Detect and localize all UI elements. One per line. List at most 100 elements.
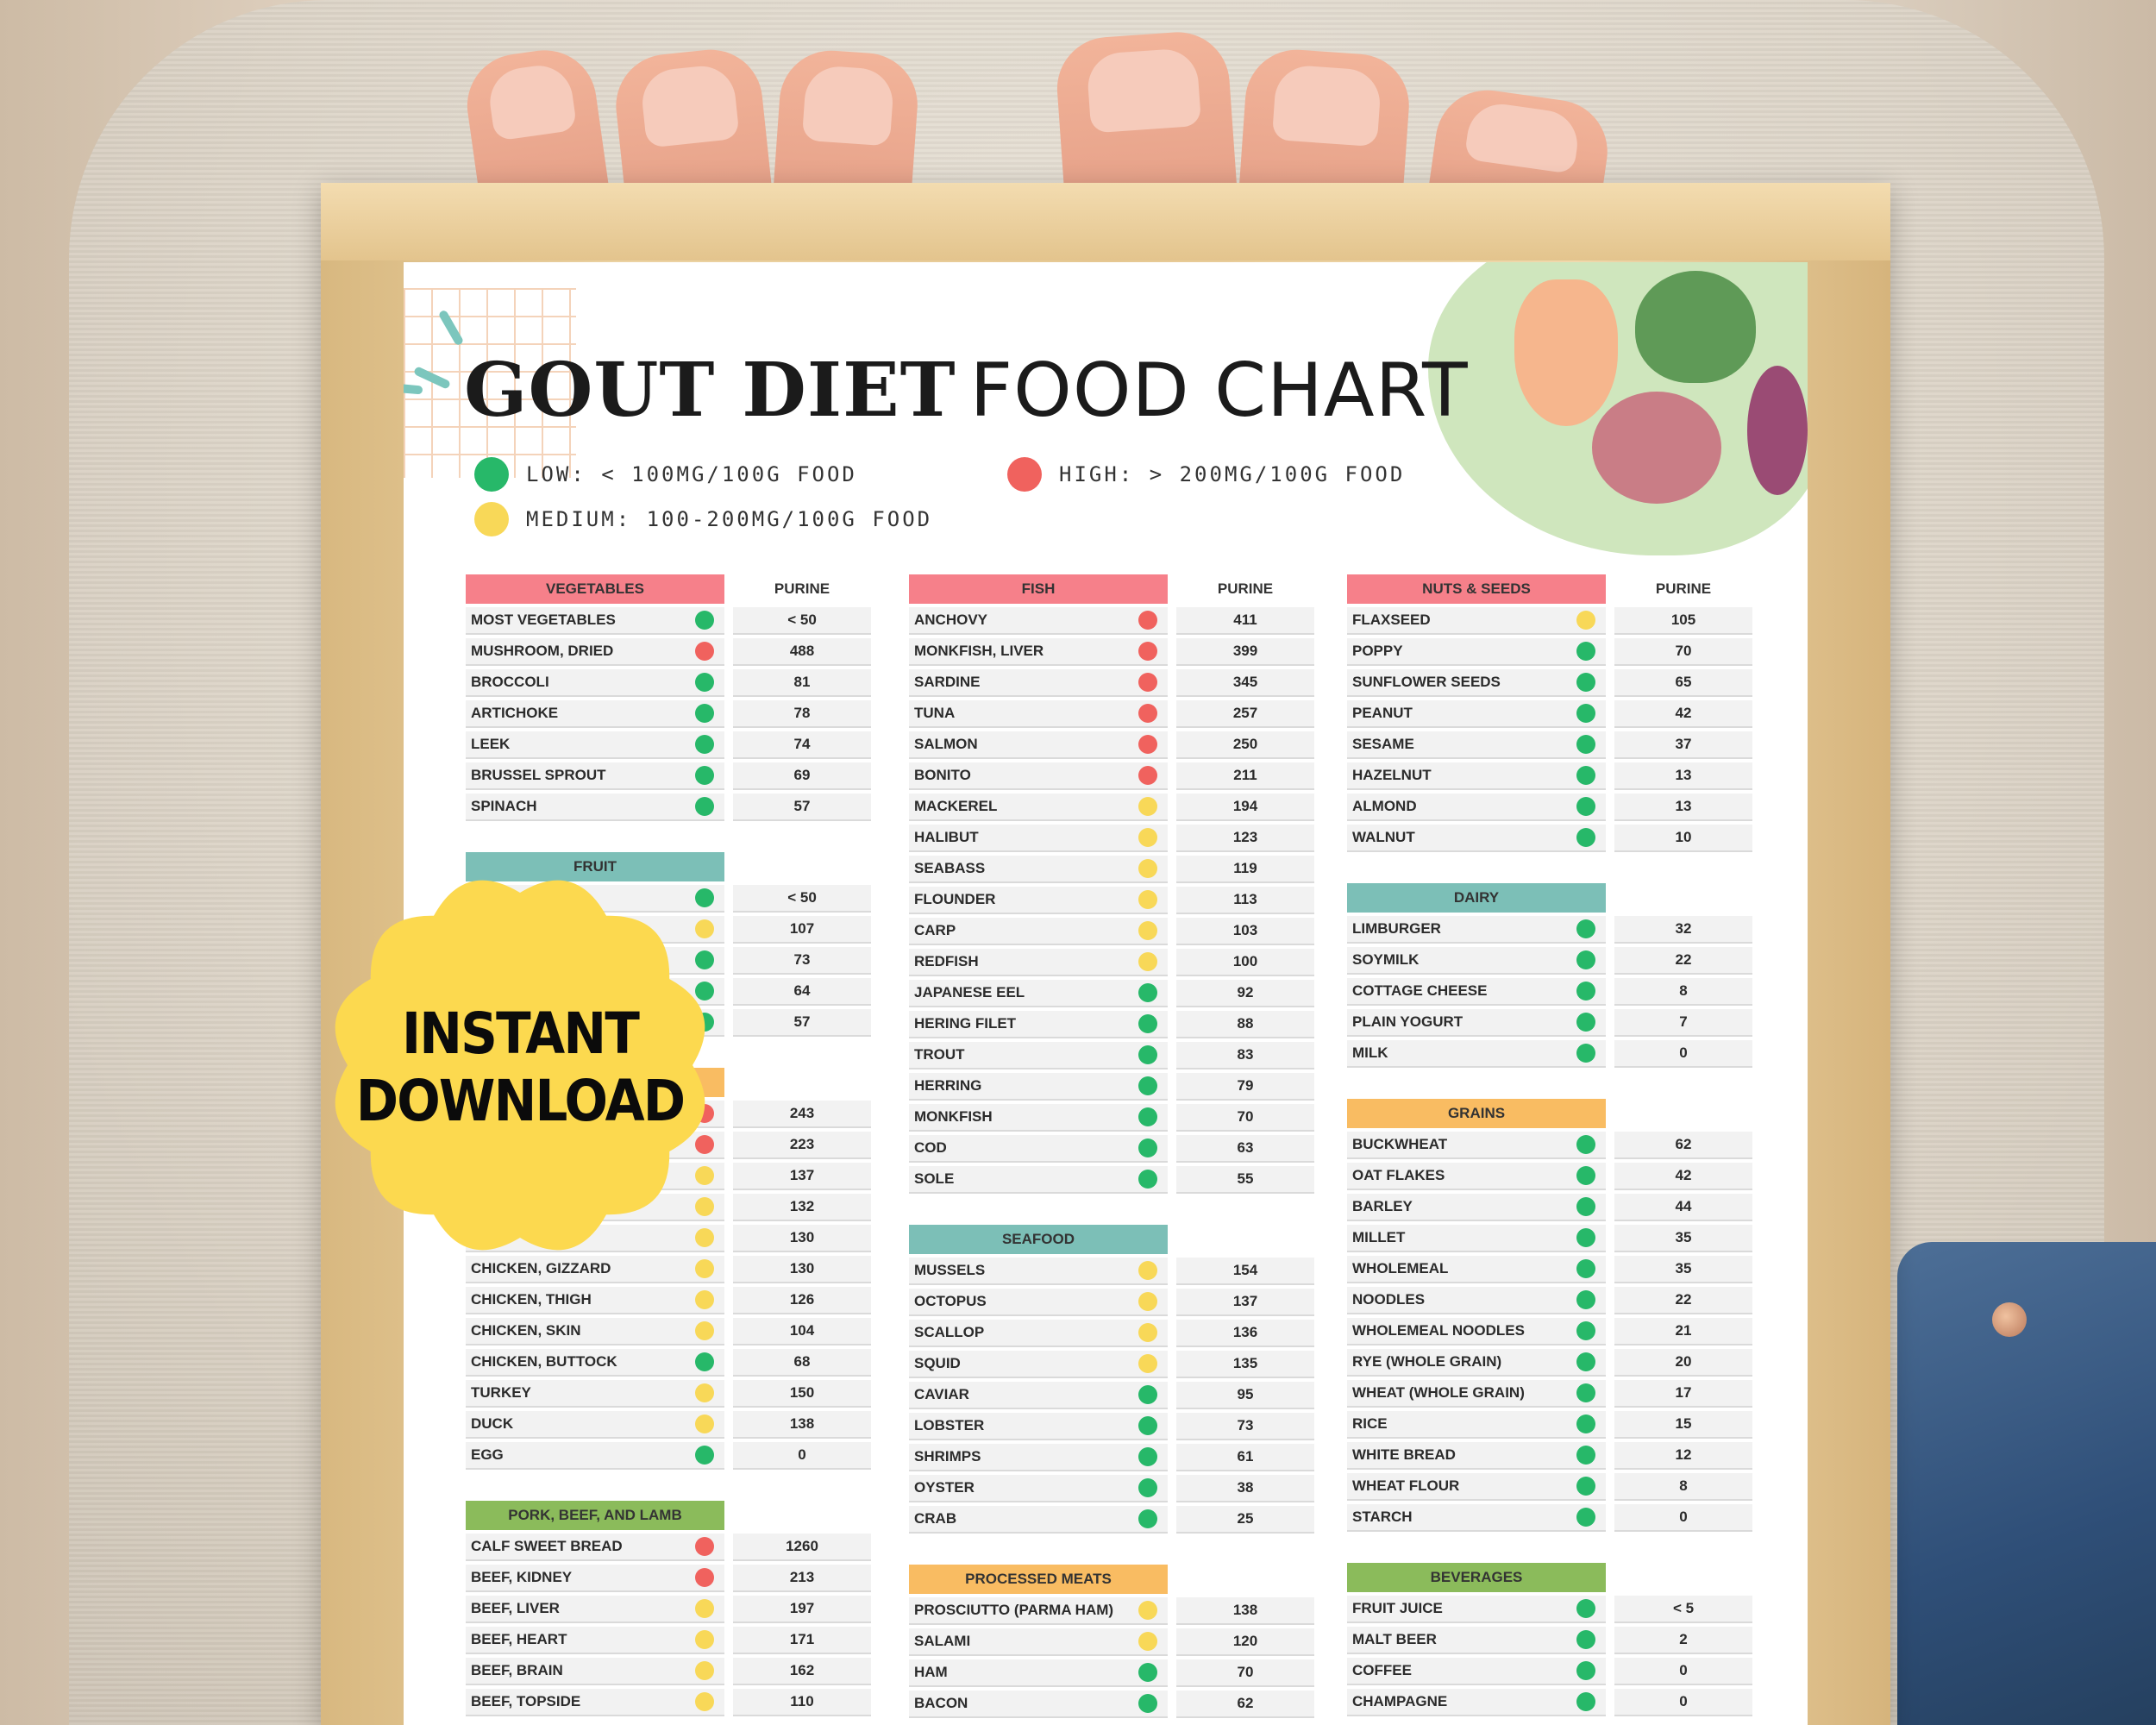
purine-value: 113: [1176, 887, 1314, 914]
purine-value: 15: [1614, 1411, 1752, 1439]
jeans: [1897, 1242, 2156, 1725]
table-row: DUCK 138: [466, 1411, 871, 1439]
food-name-cell: PLAIN YOGURT: [1347, 1009, 1606, 1037]
food-name: ARTICHOKE: [471, 705, 559, 721]
food-name-cell: SALAMI: [909, 1628, 1168, 1656]
food-name: OAT FLAKES: [1352, 1167, 1445, 1183]
food-name-cell: SESAME: [1347, 731, 1606, 759]
food-name: MUSHROOM, DRIED: [471, 643, 614, 659]
food-name: LIMBURGER: [1352, 920, 1441, 937]
low-level-dot-icon: [1576, 735, 1595, 754]
food-section: DAIRY LIMBURGER 32 SOYMILK 22 COTTAGE CHEESE 8…: [1347, 883, 1752, 1068]
artichoke-illustration: [1635, 271, 1756, 383]
low-level-dot-icon: [1138, 1138, 1157, 1157]
purine-value: 171: [733, 1627, 871, 1654]
low-level-dot-icon: [1138, 1416, 1157, 1435]
low-level-dot-icon: [1576, 704, 1595, 723]
food-name: CALF SWEET BREAD: [471, 1538, 623, 1554]
high-level-dot-icon: [695, 1537, 714, 1556]
food-name: MOST VEGETABLES: [471, 612, 616, 628]
table-row: ANCHOVY 411: [909, 607, 1314, 635]
food-name: HAZELNUT: [1352, 767, 1432, 783]
food-name-cell: BEEF, TOPSIDE: [466, 1689, 724, 1716]
purine-value: 70: [1614, 638, 1752, 666]
food-name-cell: COTTAGE CHEESE: [1347, 978, 1606, 1006]
red-dot-icon: [1007, 457, 1042, 492]
purine-value: 130: [733, 1225, 871, 1252]
food-name: SOLE: [914, 1170, 955, 1187]
food-name-cell: WHOLEMEAL: [1347, 1256, 1606, 1283]
column-right: NUTS & SEEDS PURINE FLAXSEED 105 POPPY 70 SUNF…: [1347, 574, 1752, 1725]
food-name: BROCCOLI: [471, 674, 549, 690]
purine-value: 0: [1614, 1658, 1752, 1685]
section-title: SEAFOOD: [909, 1225, 1168, 1254]
badge-text: INSTANT DOWNLOAD: [338, 1000, 703, 1135]
low-level-dot-icon: [1576, 919, 1595, 938]
section-title: DAIRY: [1347, 883, 1606, 913]
table-row: MOST VEGETABLES < 50: [466, 607, 871, 635]
purine-value: 1260: [733, 1534, 871, 1561]
food-name: SCALLOP: [914, 1324, 985, 1340]
food-name-cell: TROUT: [909, 1042, 1168, 1070]
table-row: WHEAT (WHOLE GRAIN) 17: [1347, 1380, 1752, 1408]
food-name: REDFISH: [914, 953, 979, 969]
purine-value: 70: [1176, 1104, 1314, 1132]
food-name-cell: COD: [909, 1135, 1168, 1163]
table-row: FRUIT JUICE < 5: [1347, 1596, 1752, 1623]
low-level-dot-icon: [1576, 1692, 1595, 1711]
food-name-cell: FRUIT JUICE: [1347, 1596, 1606, 1623]
purine-value: 0: [1614, 1040, 1752, 1068]
purine-value: 83: [1176, 1042, 1314, 1070]
purine-value: 35: [1614, 1225, 1752, 1252]
purine-value: 7: [1614, 1009, 1752, 1037]
low-level-dot-icon: [1576, 797, 1595, 816]
food-name: WALNUT: [1352, 829, 1415, 845]
food-name-cell: TUNA: [909, 700, 1168, 728]
purine-header: [1614, 1563, 1752, 1592]
food-name: RYE (WHOLE GRAIN): [1352, 1353, 1502, 1370]
low-level-dot-icon: [1576, 1259, 1595, 1278]
medium-level-dot-icon: [1138, 1261, 1157, 1280]
table-row: BEEF, LIVER 197: [466, 1596, 871, 1623]
purine-value: 78: [733, 700, 871, 728]
purine-value: 65: [1614, 669, 1752, 697]
food-name: BACON: [914, 1695, 968, 1711]
table-row: MUSSELS 154: [909, 1258, 1314, 1285]
purine-value: 2: [1614, 1627, 1752, 1654]
purine-value: 22: [1614, 947, 1752, 975]
instant-download-badge: INSTANT DOWNLOAD: [317, 862, 723, 1268]
section-header: DAIRY: [1347, 883, 1752, 913]
purine-value: 105: [1614, 607, 1752, 635]
purine-value: 44: [1614, 1194, 1752, 1221]
low-level-dot-icon: [1138, 983, 1157, 1002]
purine-value: 79: [1176, 1073, 1314, 1101]
purine-value: 411: [1176, 607, 1314, 635]
food-name-cell: FLOUNDER: [909, 887, 1168, 914]
purine-value: 42: [1614, 1163, 1752, 1190]
table-row: BEEF, KIDNEY 213: [466, 1565, 871, 1592]
purine-value: 345: [1176, 669, 1314, 697]
low-level-dot-icon: [695, 1352, 714, 1371]
food-name-cell: BEEF, LIVER: [466, 1596, 724, 1623]
purine-value: 95: [1176, 1382, 1314, 1409]
food-name: LEEK: [471, 736, 511, 752]
purine-value: 137: [733, 1163, 871, 1190]
food-name: SARDINE: [914, 674, 981, 690]
table-row: FLAXSEED 105: [1347, 607, 1752, 635]
section-header: PORK, BEEF, AND LAMB: [466, 1501, 871, 1530]
food-name: SQUID: [914, 1355, 961, 1371]
low-level-dot-icon: [1138, 1385, 1157, 1404]
food-name: SESAME: [1352, 736, 1414, 752]
table-row: CHICKEN, THIGH 126: [466, 1287, 871, 1314]
food-name-cell: LIMBURGER: [1347, 916, 1606, 944]
food-name: MUSSELS: [914, 1262, 986, 1278]
low-level-dot-icon: [1138, 1478, 1157, 1497]
medium-level-dot-icon: [1138, 890, 1157, 909]
section-header: FRUIT: [466, 852, 871, 881]
purine-value: 100: [1176, 949, 1314, 976]
food-name-cell: WHEAT (WHOLE GRAIN): [1347, 1380, 1606, 1408]
purine-value: 137: [1176, 1289, 1314, 1316]
purine-header: [1176, 1225, 1314, 1254]
table-row: MONKFISH, LIVER 399: [909, 638, 1314, 666]
food-name: BEEF, KIDNEY: [471, 1569, 573, 1585]
